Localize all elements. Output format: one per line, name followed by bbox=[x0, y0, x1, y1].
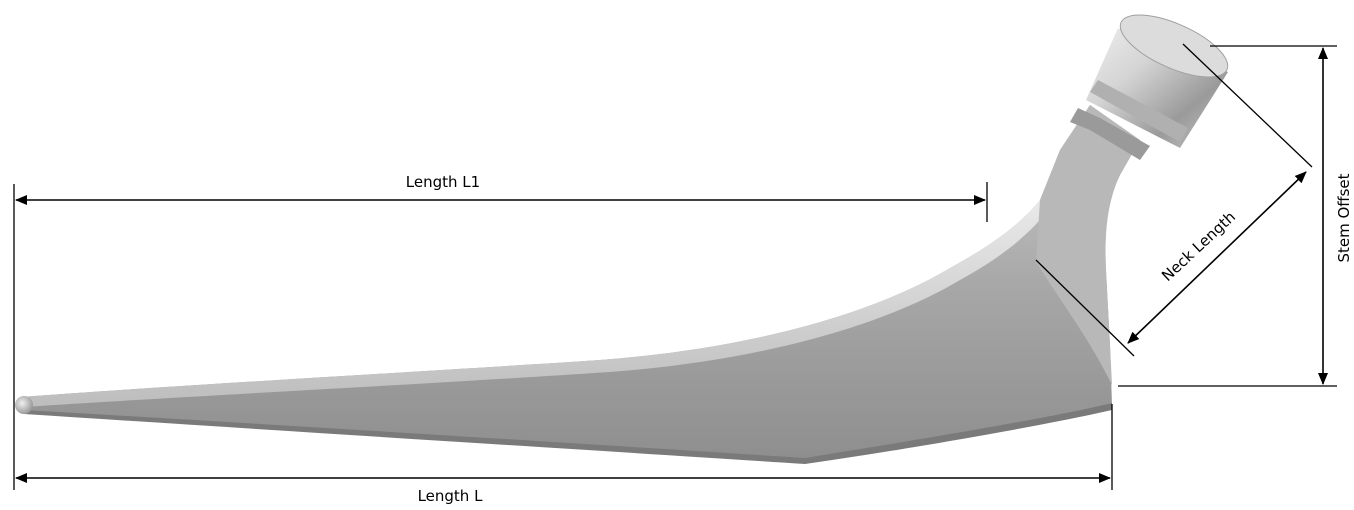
neck-length-label: Neck Length bbox=[1158, 208, 1239, 285]
neck-length-line bbox=[1127, 171, 1307, 344]
stem-trunnion-ring bbox=[1090, 80, 1188, 142]
hip-stem-illustration bbox=[15, 14, 1229, 464]
length-l1-label: Length L1 bbox=[406, 173, 480, 191]
stem-medial-face bbox=[1036, 105, 1140, 385]
dimension-stem-offset: Stem Offset bbox=[1118, 45, 1353, 387]
stem-distal-tip bbox=[15, 396, 33, 414]
neck-length-top-extension bbox=[1182, 43, 1313, 168]
dimension-length-l1: Length L1 bbox=[13, 173, 988, 400]
stem-neck-collar bbox=[1070, 108, 1150, 160]
length-l-label: Length L bbox=[418, 487, 484, 505]
neck-length-bottom-extension bbox=[1035, 259, 1135, 357]
stem-body bbox=[22, 105, 1140, 460]
stem-offset-label: Stem Offset bbox=[1335, 173, 1353, 262]
dimension-length-l: Length L bbox=[13, 400, 1113, 505]
